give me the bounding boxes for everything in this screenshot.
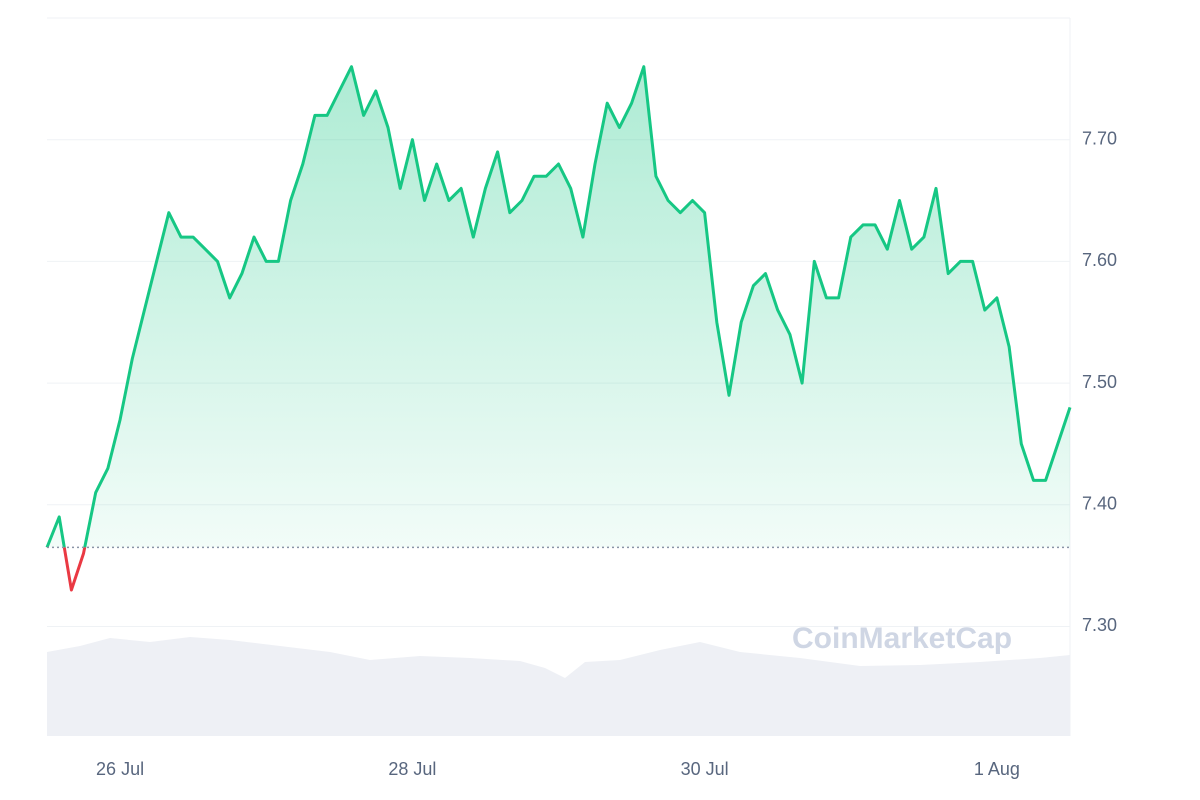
volume-area <box>47 637 1070 736</box>
y-tick-label: 7.70 <box>1082 128 1117 148</box>
y-tick-label: 7.30 <box>1082 615 1117 635</box>
x-tick-label: 28 Jul <box>388 759 436 779</box>
y-tick-label: 7.40 <box>1082 494 1117 514</box>
x-tick-label: 26 Jul <box>96 759 144 779</box>
x-tick-label: 30 Jul <box>681 759 729 779</box>
watermark: CoinMarketCap <box>792 622 1012 655</box>
price-area <box>47 66 1070 548</box>
price-line <box>45 65 1072 548</box>
y-tick-label: 7.60 <box>1082 250 1117 270</box>
y-tick-label: 7.50 <box>1082 372 1117 392</box>
plot <box>45 65 1072 592</box>
x-tick-label: 1 Aug <box>974 759 1020 779</box>
